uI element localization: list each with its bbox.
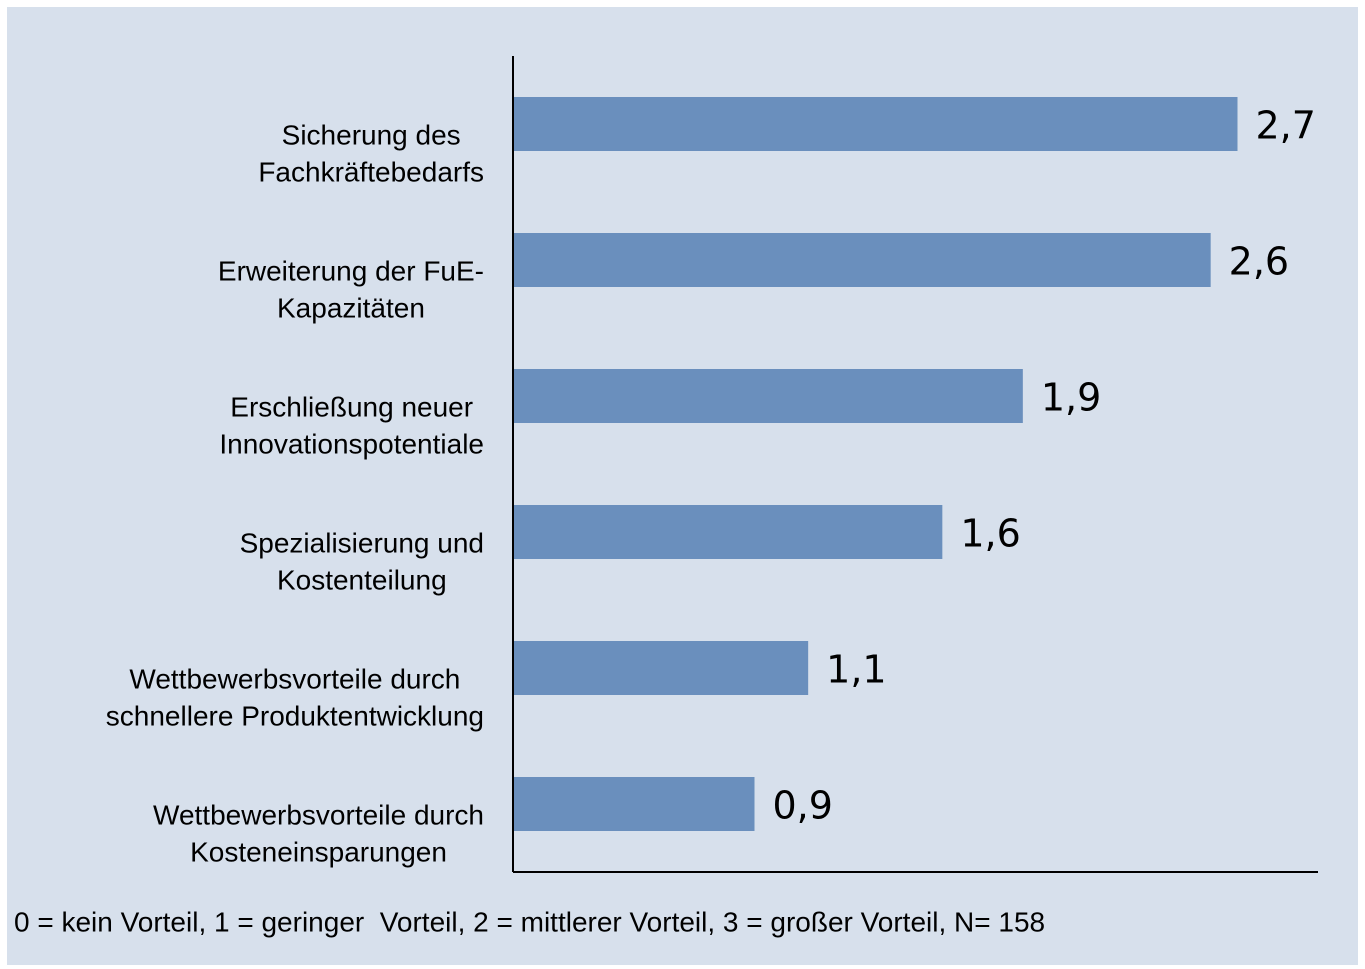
category-label: Erschließung neuer bbox=[230, 391, 473, 422]
value-label: 1,6 bbox=[960, 512, 1020, 556]
category-label: Erweiterung der FuE- bbox=[218, 255, 484, 286]
category-label: Wettbewerbsvorteile durch bbox=[153, 799, 484, 830]
category-label: Kostenteilung bbox=[277, 564, 447, 595]
category-label: Kosteneinsparungen bbox=[190, 836, 447, 867]
category-label: Innovationspotentiale bbox=[219, 428, 484, 459]
category-label: Sicherung des bbox=[282, 119, 461, 150]
category-label: Fachkräftebedarfs bbox=[258, 156, 484, 187]
bar bbox=[513, 233, 1211, 287]
value-label: 1,1 bbox=[826, 648, 886, 692]
bar bbox=[513, 641, 809, 695]
footnote: 0 = kein Vorteil, 1 = geringer Vorteil, … bbox=[14, 906, 1045, 937]
bar bbox=[513, 97, 1238, 151]
bar bbox=[513, 777, 755, 831]
value-label: 0,9 bbox=[773, 784, 833, 828]
value-label: 1,9 bbox=[1041, 376, 1101, 420]
category-label: Wettbewerbsvorteile durch bbox=[129, 663, 460, 694]
value-label: 2,7 bbox=[1256, 104, 1316, 148]
category-label: Spezialisierung und bbox=[240, 527, 484, 558]
category-label: Kapazitäten bbox=[277, 292, 425, 323]
bar bbox=[513, 505, 943, 559]
value-label: 2,6 bbox=[1229, 240, 1289, 284]
bar bbox=[513, 369, 1023, 423]
category-label: schnellere Produktentwicklung bbox=[106, 700, 484, 731]
